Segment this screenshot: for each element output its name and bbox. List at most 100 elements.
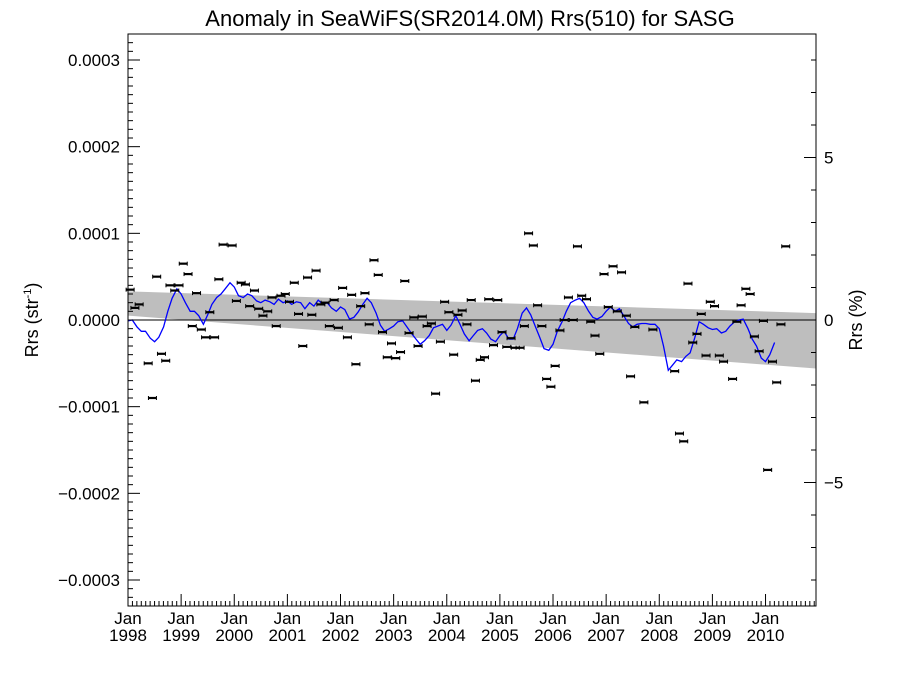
data-point [728, 376, 738, 381]
data-point [599, 272, 609, 277]
y2-tick-label: 5 [824, 149, 833, 168]
data-point [745, 292, 755, 296]
data-point [125, 287, 135, 292]
data-point [449, 352, 459, 357]
data-point [364, 322, 374, 327]
y2-tick-label: −5 [824, 474, 843, 493]
data-point [329, 298, 339, 303]
anomaly-line [127, 281, 776, 372]
data-point [586, 319, 596, 324]
x-tick-month: Jan [646, 609, 673, 628]
x-tick-month: Jan [592, 609, 619, 628]
y-axis-label-right: Rrs (%) [846, 290, 866, 351]
data-point [493, 298, 503, 303]
data-point [781, 244, 791, 249]
y-tick-label: −0.0001 [58, 398, 120, 417]
y-tick-label: −0.0003 [58, 571, 120, 590]
data-point [670, 369, 680, 374]
data-point [267, 295, 277, 300]
data-point [422, 324, 432, 329]
data-point [307, 312, 317, 317]
data-points [125, 231, 791, 472]
x-tick-label: 2008 [640, 626, 678, 645]
data-point [147, 396, 157, 400]
data-point [692, 331, 702, 336]
data-point [240, 282, 250, 287]
data-point [696, 311, 706, 316]
data-point [741, 286, 751, 291]
x-tick-label: 2003 [375, 626, 413, 645]
data-point [533, 303, 543, 308]
data-point [462, 322, 472, 327]
data-point [174, 283, 184, 288]
data-point [360, 291, 370, 296]
data-point [333, 325, 343, 330]
data-point [590, 333, 600, 338]
data-point [758, 318, 768, 323]
x-tick-month: Jan [539, 609, 566, 628]
y-tick-label: 0.0003 [68, 51, 120, 70]
x-tick-month: Jan [380, 609, 407, 628]
data-point [719, 359, 729, 364]
y-tick-label: 0.0002 [68, 138, 120, 157]
chart-title: Anomaly in SeaWiFS(SR2014.0M) Rrs(510) f… [205, 6, 734, 31]
y-axis-label-left: Rrs (str-1) [22, 283, 42, 358]
data-point [231, 298, 241, 303]
data-point [342, 335, 352, 340]
data-point [285, 299, 295, 304]
left-y-axis: −0.0003 −0.0002 −0.0001 0.0000 0.0001 0.0002 0… [58, 42, 140, 607]
data-point [608, 264, 618, 269]
data-point [289, 280, 299, 285]
data-point [475, 357, 485, 362]
data-point [630, 324, 640, 329]
data-point [391, 356, 401, 361]
data-point [568, 318, 578, 322]
data-point [484, 297, 494, 302]
x-tick-month: Jan [327, 609, 354, 628]
x-tick-label: 2004 [428, 626, 466, 645]
x-tick-label: 2006 [534, 626, 572, 645]
y-tick-label: −0.0002 [58, 484, 120, 503]
data-point [373, 272, 383, 277]
data-point [249, 288, 259, 293]
x-tick-month: Jan [114, 609, 141, 628]
x-tick-label: 2002 [322, 626, 360, 645]
data-point [639, 400, 649, 405]
data-point [183, 272, 193, 277]
data-point [479, 355, 489, 360]
x-tick-label: 2001 [268, 626, 306, 645]
data-point [303, 275, 313, 280]
data-point [489, 343, 499, 348]
data-point [187, 324, 197, 329]
data-point [227, 243, 237, 248]
data-point [710, 304, 720, 309]
data-point [258, 313, 268, 318]
data-point [679, 439, 689, 444]
data-point [214, 277, 224, 282]
data-point [714, 353, 724, 358]
data-point [165, 283, 175, 288]
data-point [497, 330, 507, 335]
data-point [356, 304, 366, 309]
data-point [736, 303, 746, 308]
data-point [134, 302, 144, 307]
y-tick-label: 0.0001 [68, 224, 120, 243]
data-point [524, 231, 534, 236]
x-tick-month: Jan [221, 609, 248, 628]
data-point [542, 376, 552, 381]
data-point [369, 258, 379, 263]
x-tick-month: Jan [486, 609, 513, 628]
data-point [537, 324, 547, 329]
data-point [210, 335, 220, 340]
data-point [409, 315, 419, 320]
x-tick-label: 2005 [481, 626, 519, 645]
data-point [612, 309, 622, 314]
data-point [528, 243, 538, 248]
data-point [311, 268, 321, 273]
data-point [572, 244, 582, 249]
data-point [178, 261, 188, 266]
data-point [674, 431, 684, 436]
data-point [617, 270, 627, 275]
data-point [440, 299, 450, 304]
x-axis: Jan1998Jan1999Jan2000Jan2001Jan2002Jan20… [109, 594, 815, 645]
